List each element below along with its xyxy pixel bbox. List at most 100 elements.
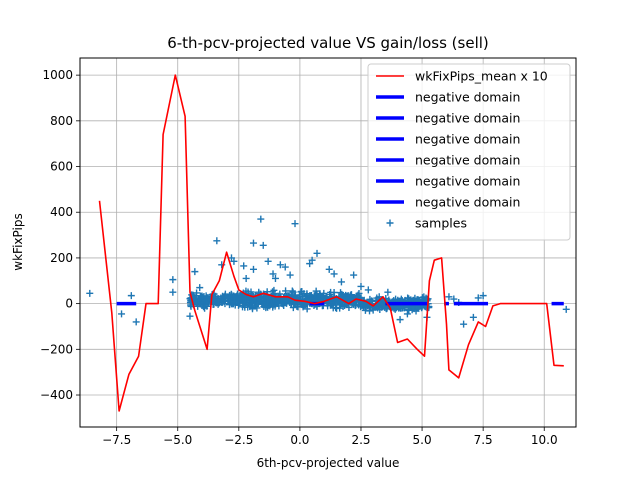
x-tick-label: −7.5 (102, 433, 131, 447)
plot-frame (79, 57, 577, 428)
sample-point (271, 274, 279, 282)
sample-cloud-point (230, 297, 238, 305)
sample-point (479, 292, 487, 300)
sample-point (460, 320, 468, 328)
sample-point (330, 270, 338, 278)
sample-point (337, 278, 345, 286)
legend: wkFixPips_mean x 10 negative domain negati… (367, 63, 571, 241)
sample-point (230, 257, 238, 265)
sample-point (191, 268, 199, 276)
sample-cloud-point (344, 292, 352, 300)
sample-cloud-point (247, 288, 255, 296)
sample-cloud-point (324, 302, 332, 310)
sample-point (445, 293, 453, 301)
sample-point (403, 310, 411, 318)
sample-point (249, 265, 257, 273)
x-axis-ticks: −7.5 −5.0 −2.5 0.0 2.5 5.0 7.5 10.0 (102, 427, 558, 447)
mean-line-group (98, 74, 564, 412)
sample-point (469, 313, 477, 321)
sample-point (276, 261, 284, 269)
sample-cloud-point (193, 299, 201, 307)
x-tick-label: 10.0 (531, 433, 558, 447)
sample-point (291, 220, 299, 228)
sample-point (257, 215, 265, 223)
x-tick-label: 0.0 (290, 433, 309, 447)
x-tick-label: 7.5 (474, 433, 493, 447)
sample-cloud-point (312, 287, 320, 295)
x-axis-label: 6th-pcv-projected value (257, 456, 400, 470)
sample-point (384, 288, 392, 296)
sample-cloud-point (332, 304, 340, 312)
sample-cloud-point (337, 289, 345, 297)
sample-point (357, 282, 365, 290)
sample-cloud-point (330, 288, 338, 296)
legend-label: negative domain (415, 153, 520, 168)
sample-cloud-point (369, 303, 377, 311)
legend-box (367, 63, 571, 241)
y-tick-label: 200 (50, 251, 73, 265)
mean-line (98, 74, 564, 412)
y-tick-label: −400 (40, 388, 73, 402)
sample-cloud-point (345, 303, 353, 311)
y-tick-label: 400 (50, 205, 73, 219)
sample-cloud-point (290, 300, 298, 308)
sample-cloud-point (242, 294, 250, 302)
legend-swatch-marker (386, 219, 394, 227)
legend-label: negative domain (415, 132, 520, 147)
y-tick-label: 0 (65, 297, 73, 311)
sample-cloud-point (274, 299, 282, 307)
y-tick-label: 1000 (42, 68, 73, 82)
sample-cloud-point (269, 288, 277, 296)
sample-cloud-point (211, 295, 219, 303)
sample-cloud-point (223, 294, 231, 302)
sample-cloud-point (316, 292, 324, 300)
legend-label: wkFixPips_mean x 10 (415, 69, 548, 84)
sample-cloud-point (236, 292, 244, 300)
sample-cloud-point (395, 304, 403, 312)
sample-cloud-point (320, 289, 328, 297)
sample-cloud-point (299, 293, 307, 301)
sample-cloud-point (282, 287, 290, 295)
sample-cloud-point (280, 296, 288, 304)
sample-cloud-point (313, 290, 321, 298)
sample-cloud-point (246, 303, 254, 311)
sample-cloud-point (262, 302, 270, 310)
sample-point (127, 292, 135, 300)
y-tick-label: −200 (40, 342, 73, 356)
legend-label: samples (415, 216, 467, 231)
sample-cloud-point (300, 302, 308, 310)
sample-point (391, 305, 399, 313)
sample-point (259, 241, 267, 249)
x-tick-label: −5.0 (163, 433, 192, 447)
sample-point (196, 284, 204, 292)
sample-point (169, 288, 177, 296)
sample-point (118, 310, 126, 318)
sample-point (213, 237, 221, 245)
sample-cloud-point (187, 297, 195, 305)
sample-cloud-point (334, 298, 342, 306)
sample-cloud-point (376, 305, 384, 313)
x-tick-label: 2.5 (351, 433, 370, 447)
sample-point (562, 305, 570, 313)
sample-point (364, 286, 372, 294)
sample-point (281, 263, 289, 271)
sample-point (450, 295, 458, 303)
sample-cloud-point (196, 300, 204, 308)
sample-point (264, 257, 272, 265)
x-tick-label: 5.0 (413, 433, 432, 447)
sample-point (240, 262, 248, 270)
chart-title: 6-th-pcv-projected value VS gain/loss (s… (167, 34, 489, 52)
sample-point (86, 289, 94, 297)
legend-label: negative domain (415, 174, 520, 189)
sample-point (269, 270, 277, 278)
y-tick-label: 800 (50, 114, 73, 128)
sample-cloud-point (258, 300, 266, 308)
sample-point (286, 271, 294, 279)
sample-point (186, 312, 194, 320)
x-tick-label: −2.5 (224, 433, 253, 447)
sample-point (242, 274, 250, 282)
sample-cloud-point (214, 298, 222, 306)
sample-cloud-point (193, 289, 201, 297)
sample-cloud-point (263, 297, 271, 305)
